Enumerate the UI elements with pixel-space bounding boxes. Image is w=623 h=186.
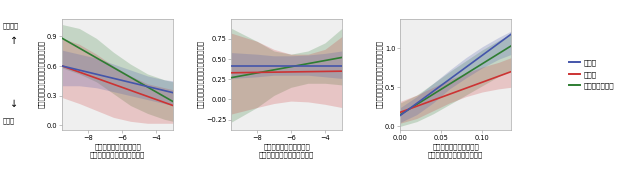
Text: 安定化: 安定化: [3, 118, 15, 124]
Y-axis label: かく乱に対する生物密度の不安定性: かく乱に対する生物密度の不安定性: [38, 40, 45, 108]
Legend: 殺虫剤, 除草剤, 殺虫剤＋除草剤: 殺虫剤, 除草剤, 殺虫剤＋除草剤: [569, 59, 614, 89]
Text: ↑: ↑: [9, 36, 18, 46]
Y-axis label: かく乱に対する生物密度の不安定性: かく乱に対する生物密度の不安定性: [376, 40, 383, 108]
X-axis label: 相互作用の変動性の強さ
（密度に依存しないタイプ）: 相互作用の変動性の強さ （密度に依存しないタイプ）: [428, 144, 483, 158]
Text: 不安定化: 不安定化: [3, 23, 19, 29]
X-axis label: 相互作用の変動性の強さ
（負の密度依存的なタイプ）: 相互作用の変動性の強さ （負の密度依存的なタイプ）: [90, 144, 145, 158]
Y-axis label: かく乱に対する生物密度の不安定性: かく乱に対する生物密度の不安定性: [197, 40, 204, 108]
X-axis label: 相互作用の変動性の強さ
（正の密度依存的なタイプ）: 相互作用の変動性の強さ （正の密度依存的なタイプ）: [259, 144, 314, 158]
Text: ↓: ↓: [9, 99, 18, 109]
